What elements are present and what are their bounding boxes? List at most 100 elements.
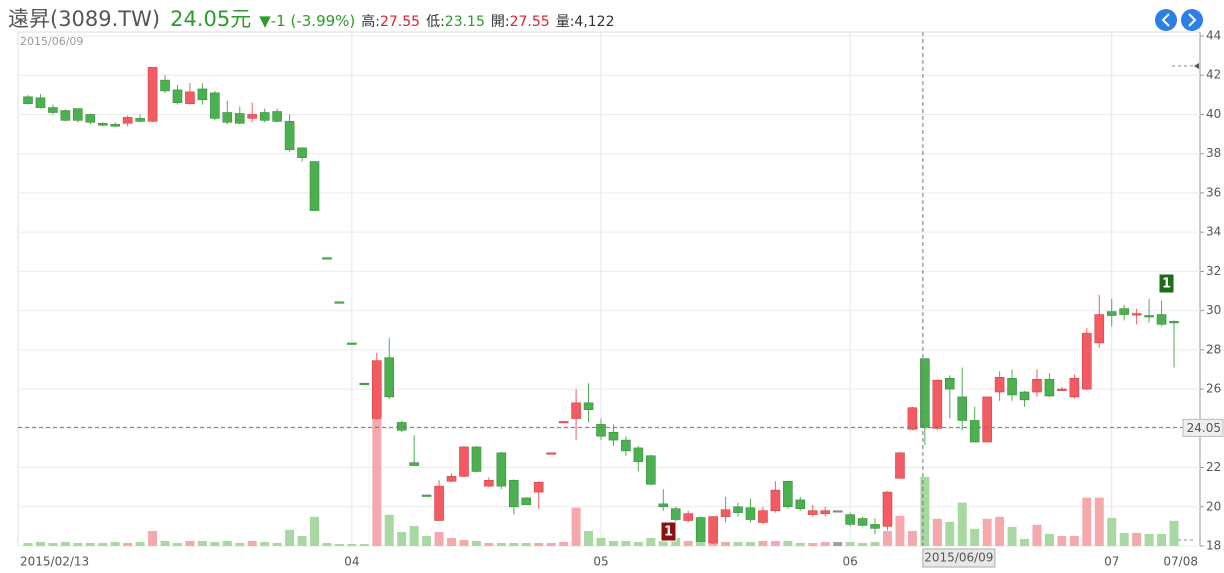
volume-bar bbox=[260, 541, 270, 546]
volume-bar bbox=[372, 399, 382, 546]
volume-bar bbox=[1044, 533, 1054, 546]
volume-bar bbox=[658, 540, 668, 546]
nav-buttons[interactable] bbox=[1155, 9, 1203, 31]
candle-body bbox=[1106, 311, 1117, 316]
candle-body bbox=[334, 301, 345, 304]
candle bbox=[85, 113, 96, 125]
candle bbox=[720, 496, 731, 523]
candle-body bbox=[210, 92, 220, 119]
volume-bar bbox=[322, 542, 332, 546]
candle bbox=[409, 435, 419, 466]
candle-body bbox=[533, 481, 544, 493]
volume-bar bbox=[1107, 517, 1117, 546]
candle-body bbox=[60, 110, 71, 121]
volume-bar bbox=[546, 542, 556, 546]
candle-body bbox=[807, 510, 818, 515]
candle bbox=[558, 421, 569, 424]
candle-body bbox=[384, 357, 395, 398]
candle-body bbox=[907, 407, 918, 430]
candle-body bbox=[870, 524, 880, 529]
candle-body bbox=[284, 121, 295, 151]
candle-body bbox=[185, 91, 195, 104]
volume-bar bbox=[633, 541, 643, 546]
volume-bar bbox=[907, 530, 917, 546]
candle bbox=[210, 90, 220, 121]
candle-body bbox=[845, 514, 855, 525]
volume-bar bbox=[35, 541, 45, 546]
candle bbox=[97, 122, 108, 127]
candle bbox=[23, 94, 33, 105]
candle bbox=[446, 473, 457, 483]
quote-low: 低:23.15 bbox=[426, 11, 485, 31]
candle-body bbox=[832, 510, 843, 513]
candle bbox=[708, 516, 718, 545]
candle-body bbox=[558, 421, 569, 424]
candle bbox=[533, 481, 544, 509]
y-tick-label: 30 bbox=[1206, 303, 1221, 317]
candle-body bbox=[23, 96, 33, 104]
quote-label: 高: bbox=[361, 14, 380, 30]
candle-body bbox=[621, 439, 631, 452]
candle bbox=[783, 480, 793, 509]
volume-bar bbox=[1169, 520, 1179, 546]
candle-body bbox=[920, 358, 930, 428]
candle bbox=[272, 108, 282, 123]
candle-body bbox=[347, 342, 357, 345]
volume-bar bbox=[210, 541, 220, 546]
crosshair-date: 2015/06/09 bbox=[924, 551, 993, 565]
volume-bar bbox=[172, 542, 182, 546]
candle-body bbox=[882, 491, 893, 527]
event-marker-label: 1 bbox=[664, 525, 673, 540]
candle bbox=[160, 75, 170, 93]
candle-body bbox=[1057, 388, 1067, 391]
quote-label: 量: bbox=[555, 14, 575, 30]
candle bbox=[1144, 298, 1154, 323]
y-tick-label: 44 bbox=[1206, 29, 1221, 43]
volume-bar bbox=[559, 541, 569, 546]
volume-bar bbox=[683, 540, 693, 546]
candle bbox=[583, 383, 594, 423]
candle-body bbox=[982, 396, 992, 443]
volume-bar bbox=[608, 540, 618, 546]
volume-bar bbox=[833, 541, 843, 546]
prev-button[interactable] bbox=[1155, 9, 1177, 31]
y-tick-label: 40 bbox=[1206, 107, 1221, 121]
candle-body bbox=[646, 455, 656, 485]
volume-bar bbox=[745, 541, 755, 546]
volume-bar bbox=[895, 515, 905, 546]
candle-body bbox=[297, 147, 307, 158]
volume-bar bbox=[970, 528, 980, 546]
volume-bar bbox=[297, 535, 307, 546]
volume-bar bbox=[1082, 497, 1092, 546]
candle-body bbox=[1044, 378, 1055, 397]
candle bbox=[907, 406, 918, 431]
candle-body bbox=[172, 89, 183, 103]
candle bbox=[795, 496, 806, 511]
candle-body bbox=[421, 494, 432, 497]
next-button[interactable] bbox=[1181, 9, 1203, 31]
volume-bar bbox=[920, 476, 930, 546]
x-tick-label: 05 bbox=[593, 555, 608, 569]
candle bbox=[920, 358, 930, 445]
candle bbox=[1019, 391, 1030, 407]
candle bbox=[1069, 374, 1080, 399]
crosshair-date-top: 2015/06/09 bbox=[20, 35, 83, 48]
volume-bar bbox=[247, 540, 257, 546]
candle-body bbox=[160, 79, 170, 92]
candle bbox=[596, 418, 606, 441]
candle bbox=[571, 389, 581, 441]
volume-bar bbox=[534, 542, 544, 546]
candle-body bbox=[583, 402, 594, 410]
candle-body bbox=[770, 489, 781, 511]
currency: 元 bbox=[230, 7, 252, 31]
candle bbox=[471, 445, 482, 473]
volume-bar bbox=[1119, 532, 1129, 546]
price: 24.05元 bbox=[170, 3, 251, 33]
volume-bar bbox=[135, 541, 145, 546]
candle bbox=[359, 382, 370, 385]
candle bbox=[1119, 304, 1129, 321]
candle bbox=[222, 100, 233, 125]
candle bbox=[957, 367, 968, 431]
candle bbox=[1131, 308, 1142, 325]
candle bbox=[434, 480, 444, 521]
